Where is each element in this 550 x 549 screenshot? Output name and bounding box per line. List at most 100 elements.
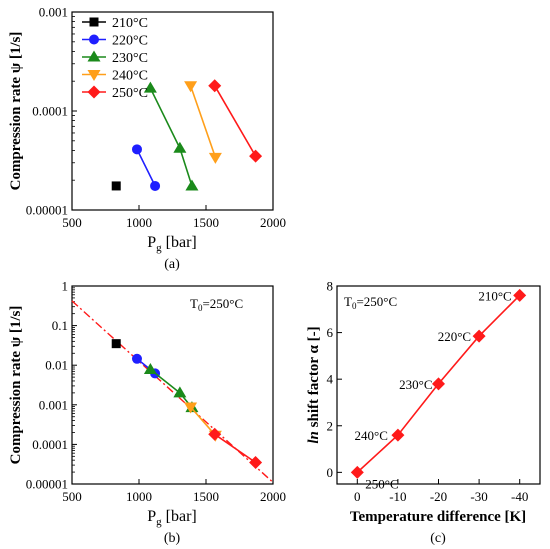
x-axis-label-main: P bbox=[147, 234, 156, 251]
x-tick-label: 2000 bbox=[260, 489, 286, 504]
x-tick-label: -30 bbox=[470, 489, 487, 504]
x-axis-label-unit: [bar] bbox=[162, 234, 197, 251]
panel-label: (a) bbox=[164, 257, 180, 272]
series-line bbox=[214, 85, 257, 157]
x-axis-label-main: P bbox=[147, 508, 156, 525]
legend-marker bbox=[87, 50, 101, 62]
data-point bbox=[111, 181, 121, 191]
legend-marker bbox=[89, 34, 99, 45]
panel-a: 500 1000 1500 2000 0.00001 0.0001 0.001 210°C 22… bbox=[8, 5, 286, 273]
series-line bbox=[189, 85, 217, 158]
y-tick-label: 2 bbox=[327, 418, 334, 433]
legend-label: 250°C bbox=[112, 86, 148, 101]
data-point bbox=[432, 377, 445, 391]
data-point bbox=[208, 427, 222, 441]
point-label: 220°C bbox=[438, 329, 471, 344]
y-tick-label: 0.00001 bbox=[26, 203, 68, 218]
x-tick-label: -20 bbox=[430, 489, 447, 504]
x-tick-label: 1000 bbox=[126, 489, 152, 504]
x-axis-label-sub: g bbox=[156, 242, 162, 254]
y-tick-label: 0.0001 bbox=[32, 437, 68, 452]
y-tick-label: 0.0001 bbox=[32, 104, 68, 119]
y-tick-label: 0.001 bbox=[39, 5, 68, 20]
y-tick-label: 4 bbox=[327, 372, 334, 387]
annotation-t0-rest: =250°C bbox=[202, 296, 243, 311]
data-point bbox=[208, 79, 222, 93]
x-tick-label: 1500 bbox=[193, 215, 219, 230]
y-axis-label-rest: shift factor α [-] bbox=[306, 326, 322, 431]
data-point bbox=[184, 81, 198, 93]
annotation-t0-main: T bbox=[344, 294, 352, 309]
data-point bbox=[472, 329, 486, 343]
y-tick-label: 6 bbox=[327, 325, 334, 340]
data-point bbox=[150, 180, 161, 191]
x-tick-label: -40 bbox=[511, 489, 528, 504]
y-tick-label: 1 bbox=[62, 279, 69, 294]
data-point bbox=[131, 353, 142, 364]
legend-marker bbox=[87, 70, 101, 81]
series-line bbox=[149, 87, 193, 187]
y-axis-label: Compression rate ψ [1/s] bbox=[8, 32, 24, 191]
y-tick-label: 0.00001 bbox=[26, 477, 68, 492]
y-tick-label: 0.001 bbox=[39, 397, 68, 412]
panel-c: 0 -10 -20 -30 -40 0 2 4 6 8 250°C 240°C 230°C 220°C 21… bbox=[306, 279, 541, 546]
annotation-t0: T0=250°C bbox=[344, 294, 397, 311]
data-point bbox=[111, 339, 121, 349]
x-tick-label: 500 bbox=[62, 489, 82, 504]
data-point bbox=[208, 152, 222, 164]
x-tick-label: 0 bbox=[354, 489, 361, 504]
point-label: 250°C bbox=[365, 476, 398, 491]
annotation-t0-main: T bbox=[190, 296, 198, 311]
series-line bbox=[189, 406, 217, 436]
x-axis-label-sub: g bbox=[156, 516, 162, 528]
point-label: 240°C bbox=[355, 428, 388, 443]
data-point bbox=[391, 428, 405, 442]
plot-frame bbox=[71, 285, 274, 485]
annotation-t0-rest: =250°C bbox=[356, 294, 397, 309]
point-label: 210°C bbox=[478, 288, 511, 303]
panel-label: (c) bbox=[430, 531, 446, 546]
x-axis-label: Pg [bar] bbox=[147, 508, 197, 528]
panel-b: 500 1000 1500 2000 0.00001 0.0001 0.001 0.01 0.1… bbox=[8, 279, 286, 547]
data-point bbox=[143, 81, 157, 93]
x-tick-label: 500 bbox=[62, 215, 82, 230]
legend-marker bbox=[87, 85, 101, 99]
data-point bbox=[131, 144, 142, 155]
annotation-t0-sub: 0 bbox=[352, 301, 357, 311]
y-axis-label-italic: ln bbox=[306, 431, 322, 444]
x-tick-label: 1000 bbox=[126, 215, 152, 230]
series-line bbox=[214, 433, 257, 464]
y-axis-label: ln shift factor α [-] bbox=[306, 326, 322, 443]
annotation-t0: T0=250°C bbox=[190, 296, 243, 313]
legend-label: 240°C bbox=[112, 69, 148, 84]
x-axis-label-unit: [bar] bbox=[162, 508, 197, 525]
data-point bbox=[513, 288, 527, 302]
annotation-t0-sub: 0 bbox=[198, 303, 203, 313]
y-tick-label: 0.01 bbox=[45, 358, 68, 373]
x-axis-label: Pg [bar] bbox=[147, 234, 197, 254]
legend-label: 220°C bbox=[112, 34, 148, 49]
data-point bbox=[184, 402, 198, 414]
y-axis-label: Compression rate ψ [1/s] bbox=[8, 306, 24, 465]
data-point bbox=[249, 149, 263, 163]
data-point bbox=[173, 386, 187, 398]
fit-line bbox=[71, 300, 274, 483]
x-tick-label: 1500 bbox=[193, 489, 219, 504]
panel-label: (b) bbox=[164, 531, 181, 546]
legend-label: 230°C bbox=[112, 51, 148, 66]
legend-marker bbox=[89, 17, 99, 27]
point-label: 230°C bbox=[399, 377, 432, 392]
x-tick-label: -10 bbox=[389, 489, 406, 504]
legend-label: 210°C bbox=[112, 16, 148, 31]
data-point bbox=[185, 179, 199, 191]
data-point bbox=[249, 455, 263, 469]
series-line bbox=[149, 368, 193, 409]
y-tick-label: 0 bbox=[327, 465, 334, 480]
x-tick-label: 2000 bbox=[260, 215, 286, 230]
data-point bbox=[173, 141, 187, 153]
x-axis-label: Temperature difference [K] bbox=[350, 509, 526, 525]
y-tick-label: 8 bbox=[327, 279, 334, 294]
y-tick-label: 0.1 bbox=[52, 318, 68, 333]
plot-frame bbox=[71, 11, 274, 211]
